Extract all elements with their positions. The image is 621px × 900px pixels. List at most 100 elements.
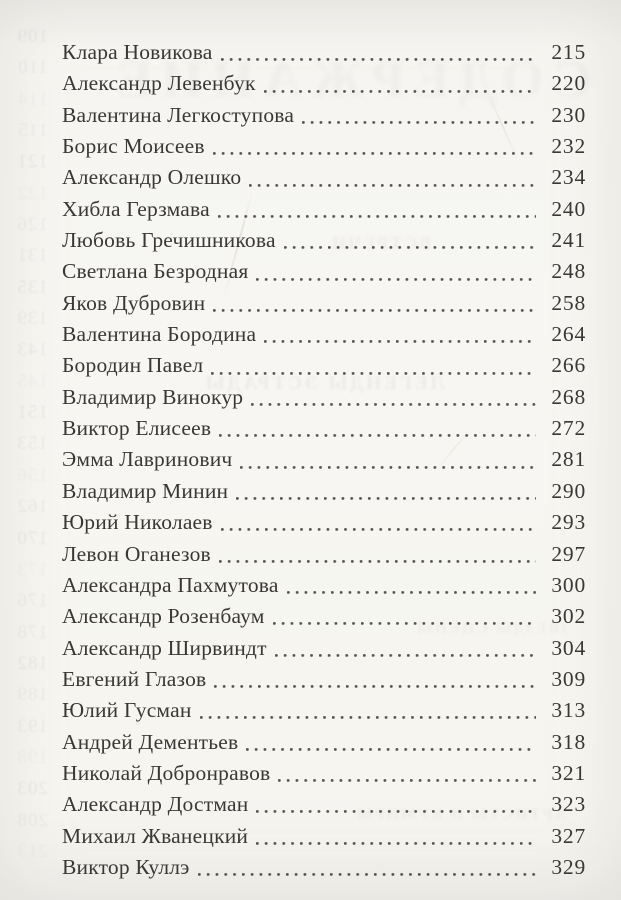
toc-entry-name: Эмма Лавринович: [62, 447, 233, 472]
toc-entry-page-number: 302: [551, 604, 586, 629]
toc-entry: Юрий Николаев 293: [62, 507, 586, 538]
dot-leader: [213, 304, 536, 313]
showthrough-page-number: 193: [16, 715, 49, 737]
toc-entry: Владимир Минин 290: [62, 476, 586, 507]
toc-entry-page-number: 313: [551, 698, 586, 723]
toc-entry-name: Александр Левенбук: [62, 71, 256, 96]
toc-entry-page-number: 240: [551, 196, 586, 221]
toc-entry: Светлана Безродная 248: [62, 256, 586, 287]
toc-entry: Борис Моисеев 232: [62, 131, 586, 162]
toc-entry: Эмма Лавринович 281: [62, 444, 586, 475]
showthrough-page-number: 131: [16, 245, 49, 267]
toc-entry-page-number: 309: [551, 666, 586, 691]
showthrough-page-number: 203: [16, 778, 49, 800]
showthrough-page-number: 115: [17, 120, 48, 142]
toc-entry: Валентина Легкоступова 230: [62, 100, 586, 131]
showthrough-page-number: 139: [16, 308, 49, 330]
toc-entry-page-number: 327: [551, 823, 586, 848]
toc-entry-name: Михаил Жванецкий: [62, 823, 249, 848]
dot-leader: [199, 711, 536, 720]
dot-leader: [246, 742, 536, 751]
showthrough-page-number: 114: [17, 88, 48, 110]
toc-entry-name: Александр Розенбаум: [62, 604, 265, 629]
toc-entry-page-number: 248: [551, 259, 586, 284]
toc-entry: Валентина Бородина 264: [62, 319, 586, 350]
showthrough-page-number: 170: [16, 527, 49, 549]
toc-entry-page-number: 321: [551, 760, 586, 785]
toc-entry: Бородин Павел 266: [62, 350, 586, 381]
showthrough-page-number: 213: [16, 840, 49, 862]
toc-entry: Левон Оганезов 297: [62, 539, 586, 570]
toc-entry-page-number: 220: [551, 71, 586, 96]
toc-entry-page-number: 232: [551, 134, 586, 159]
toc-entry-name: Валентина Бородина: [62, 322, 257, 347]
dot-leader: [218, 554, 536, 563]
dot-leader: [274, 648, 536, 657]
toc-entry-page-number: 258: [551, 290, 586, 315]
showthrough-page-number: 198: [16, 746, 49, 768]
dot-leader: [217, 210, 536, 219]
dot-leader: [236, 492, 536, 501]
dot-leader: [197, 868, 536, 877]
showthrough-page-number: 145: [16, 370, 49, 392]
toc-entry-name: Александр Ширвиндт: [62, 635, 267, 660]
toc-entry-page-number: 329: [551, 854, 586, 879]
toc-entry-name: Николай Добронравов: [62, 760, 271, 785]
toc-entry: Клара Новикова 215: [62, 37, 586, 68]
toc-entry: Александра Пахмутова 300: [62, 570, 586, 601]
toc-entry-page-number: 323: [551, 792, 586, 817]
toc-entry-name: Владимир Винокур: [62, 384, 244, 409]
toc-entry-name: Левон Оганезов: [62, 541, 211, 566]
dot-leader: [272, 617, 536, 626]
toc-entry-name: Клара Новикова: [62, 40, 213, 64]
table-of-contents: Клара Новикова 215 Александр Левенбук 22…: [62, 37, 586, 883]
toc-entry-name: Виктор Куллэ: [62, 854, 190, 879]
toc-entry-page-number: 234: [551, 165, 586, 190]
dot-leader: [256, 805, 536, 814]
toc-entry-name: Юлий Гусман: [62, 698, 192, 723]
showthrough-page-number: 153: [16, 433, 49, 455]
showthrough-page-number: 173: [16, 558, 49, 580]
toc-entry-page-number: 300: [551, 572, 586, 597]
dot-leader: [220, 523, 536, 532]
showthrough-page-number: 189: [16, 684, 49, 706]
showthrough-page-number: 109: [16, 26, 49, 47]
toc-entry-page-number: 264: [551, 322, 586, 347]
toc-entry: Виктор Куллэ 329: [62, 852, 586, 883]
dot-leader: [264, 335, 536, 344]
showthrough-page-number: 182: [16, 652, 49, 674]
dot-leader: [256, 836, 536, 845]
showthrough-page-number: 121: [16, 151, 49, 173]
toc-entry: Евгений Глазов 309: [62, 664, 586, 695]
toc-entry: Любовь Гречишникова 241: [62, 225, 586, 256]
toc-entry-name: Хибла Герзмава: [62, 196, 210, 221]
toc-entry-name: Владимир Минин: [62, 478, 229, 503]
showthrough-page-number: 143: [16, 339, 49, 361]
toc-entry-name: Борис Моисеев: [62, 134, 205, 159]
toc-entry-name: Светлана Безродная: [62, 259, 249, 284]
toc-entry: Александр Олешко 234: [62, 162, 586, 193]
toc-entry-page-number: 230: [551, 102, 586, 127]
toc-entry-name: Валентина Легкоступова: [62, 102, 295, 127]
toc-entry: Александр Ширвиндт 304: [62, 633, 586, 664]
dot-leader: [256, 272, 536, 281]
showthrough-page-number: 110: [17, 57, 48, 79]
dot-leader: [240, 460, 536, 469]
toc-entry: Александр Достман 323: [62, 789, 586, 820]
toc-entry-page-number: 318: [551, 729, 586, 754]
dot-leader: [220, 53, 536, 62]
showthrough-page-number: 162: [16, 496, 49, 518]
toc-entry-page-number: 268: [551, 384, 586, 409]
toc-entry: Юлий Гусман 313: [62, 695, 586, 726]
toc-entry-page-number: 241: [551, 228, 586, 253]
showthrough-page-number: 208: [16, 809, 49, 831]
toc-entry: Андрей Дементьев 318: [62, 727, 586, 758]
toc-entry: Михаил Жванецкий 327: [62, 821, 586, 852]
toc-entry-page-number: 215: [551, 40, 586, 64]
toc-entry: Александр Розенбаум 302: [62, 601, 586, 632]
toc-entry-name: Бородин Павел: [62, 353, 204, 378]
toc-entry: Николай Добронравов 321: [62, 758, 586, 789]
dot-leader: [283, 241, 536, 250]
toc-entry-page-number: 281: [551, 447, 586, 472]
